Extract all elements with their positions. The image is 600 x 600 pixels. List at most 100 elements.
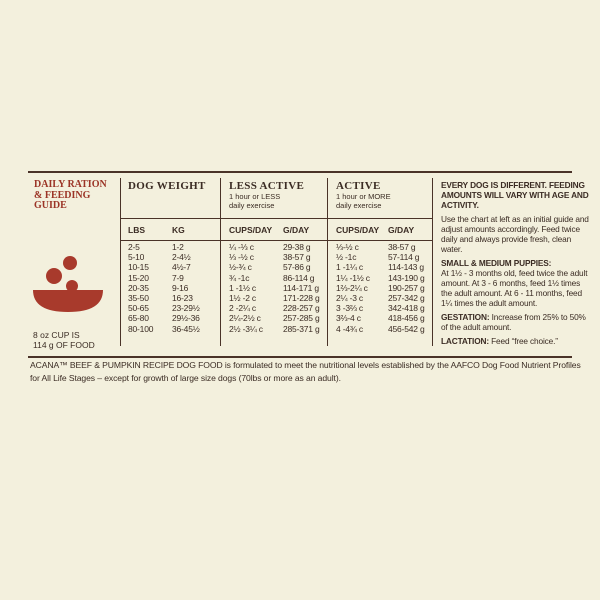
header-rule xyxy=(120,240,432,241)
column-header: KG xyxy=(172,225,185,235)
table-cell: 4½-7 xyxy=(172,262,191,273)
kibble xyxy=(63,256,77,270)
cup-note: 114 g OF FOOD xyxy=(33,339,95,350)
table-cell: 50-65 xyxy=(128,303,149,314)
group-title: LESS ACTIVE xyxy=(229,180,305,192)
table-cell: 114-171 g xyxy=(283,282,319,293)
table-cell: 2-5 xyxy=(128,242,140,252)
note-label: SMALL & MEDIUM PUPPIES: xyxy=(441,258,552,268)
notes: EVERY DOG IS DIFFERENT. FEEDING AMOUNTS … xyxy=(441,180,593,350)
table-cell: ¼ -⅓ c xyxy=(229,242,254,252)
table-cell: 257-285 g xyxy=(283,313,320,324)
group-subtitle: 1 hour or LESS xyxy=(229,192,281,201)
table-cell: 1 -1½ c xyxy=(229,282,256,293)
table-cell: 2¼-2½ c xyxy=(229,313,261,324)
group-title: DOG WEIGHT xyxy=(128,180,206,192)
table-cell: ½ -1c xyxy=(336,252,357,263)
table-cell: 57-86 g xyxy=(283,262,311,273)
table-cell: 1¼ -1½ c xyxy=(336,272,370,283)
bowl xyxy=(33,290,103,312)
bottom-rule xyxy=(28,356,572,358)
table-cell: 1⅔-2¼ c xyxy=(336,282,368,293)
group-title: ACTIVE xyxy=(336,180,381,192)
table-cell: 228-257 g xyxy=(283,303,320,314)
column-header: CUPS/DAY xyxy=(229,225,273,235)
column-header: G/DAY xyxy=(283,225,310,235)
group-subtitle: daily exercise xyxy=(336,200,382,210)
cup-note: 8 oz CUP IS xyxy=(33,330,80,340)
table-cell: 190-257 g xyxy=(388,282,425,293)
table-cell: 10-15 xyxy=(128,262,149,273)
table-cell: 3⅔-4 c xyxy=(336,313,361,324)
notes-intro: Use the chart at left as an initial guid… xyxy=(441,214,589,254)
table-cell: 7-9 xyxy=(172,272,184,283)
table-cell: 35-50 xyxy=(128,293,149,303)
table-cell: 2¼ -3 c xyxy=(336,293,363,303)
note-label: LACTATION: xyxy=(441,336,489,346)
divider xyxy=(432,178,433,346)
guide-title: GUIDE xyxy=(34,200,67,211)
table-cell: 38-57 g xyxy=(388,242,416,252)
header-rule xyxy=(120,218,432,219)
kibble xyxy=(66,280,78,292)
lactation-note: LACTATION: Feed “free choice.” xyxy=(441,336,593,346)
divider xyxy=(327,178,328,346)
table-cell: 285-371 g xyxy=(283,323,320,334)
table-cell: 1-2 xyxy=(172,242,184,252)
table-cell: ⅓-½ c xyxy=(336,242,359,252)
group-subtitle: 1 hour or MORE xyxy=(336,192,391,201)
footer-text: for All Life Stages – except for growth … xyxy=(30,372,341,383)
table-cell: 171-228 g xyxy=(283,293,320,303)
column-header: CUPS/DAY xyxy=(336,225,380,235)
table-cell: 418-456 g xyxy=(388,313,425,324)
table-cell: ½-¾ c xyxy=(229,262,252,273)
table-cell: 1 -1¼ c xyxy=(336,262,363,273)
table-cell: 57-114 g xyxy=(388,252,420,263)
top-rule xyxy=(28,171,572,173)
note-text: Feed “free choice.” xyxy=(491,336,558,346)
group-subtitle: daily exercise xyxy=(229,200,275,210)
table-cell: 23-29½ xyxy=(172,303,200,314)
table-cell: 3 -3⅔ c xyxy=(336,303,363,314)
guide-title: DAILY RATION xyxy=(34,179,107,190)
table-cell: 456-542 g xyxy=(388,323,425,334)
table-cell: 80-100 xyxy=(128,323,154,334)
table-cell: 36-45½ xyxy=(172,323,200,334)
table-cell: 65-80 xyxy=(128,313,149,324)
table-cell: 15-20 xyxy=(128,272,149,283)
table-cell: 16-23 xyxy=(172,293,193,303)
gestation-note: GESTATION: Increase from 25% to 50% of t… xyxy=(441,312,593,332)
column-header: LBS xyxy=(128,225,145,235)
table-cell: 86-114 g xyxy=(283,272,315,283)
footer-text: ACANA™ BEEF & PUMPKIN RECIPE DOG FOOD is… xyxy=(30,360,581,370)
table-cell: 2 -2¼ c xyxy=(229,303,256,314)
bowl-icon xyxy=(33,256,103,312)
table-cell: 114-143 g xyxy=(388,262,424,273)
table-cell: 2-4½ xyxy=(172,252,191,263)
table-cell: 29-38 g xyxy=(283,242,311,252)
table-cell: 2½ -3¼ c xyxy=(229,323,263,334)
table-cell: 20-35 xyxy=(128,282,149,293)
guide-title: & FEEDING xyxy=(34,189,91,201)
table-cell: 1½ -2 c xyxy=(229,293,256,303)
divider xyxy=(220,178,221,346)
note-text: At 1½ - 3 months old, feed twice the adu… xyxy=(441,268,588,308)
table-cell: 143-190 g xyxy=(388,272,425,283)
table-cell: 4 -4¾ c xyxy=(336,323,363,334)
table-cell: 29½-36 xyxy=(172,313,200,324)
notes-heading: EVERY DOG IS DIFFERENT. FEEDING AMOUNTS … xyxy=(441,180,589,210)
table-cell: 9-16 xyxy=(172,282,189,293)
table-cell: ¾ -1c xyxy=(229,272,250,283)
note-label: GESTATION: xyxy=(441,312,490,322)
column-header: G/DAY xyxy=(388,225,415,235)
table-cell: 342-418 g xyxy=(388,303,425,314)
table-cell: 5-10 xyxy=(128,252,145,263)
puppies-note: SMALL & MEDIUM PUPPIES: At 1½ - 3 months … xyxy=(441,258,593,308)
table-cell: 257-342 g xyxy=(388,293,425,303)
divider xyxy=(120,178,121,346)
kibble xyxy=(46,268,62,284)
table-cell: ⅓ -½ c xyxy=(229,252,254,263)
table-cell: 38-57 g xyxy=(283,252,311,263)
note-text: Increase from 25% to 50% of the adult am… xyxy=(441,312,586,332)
